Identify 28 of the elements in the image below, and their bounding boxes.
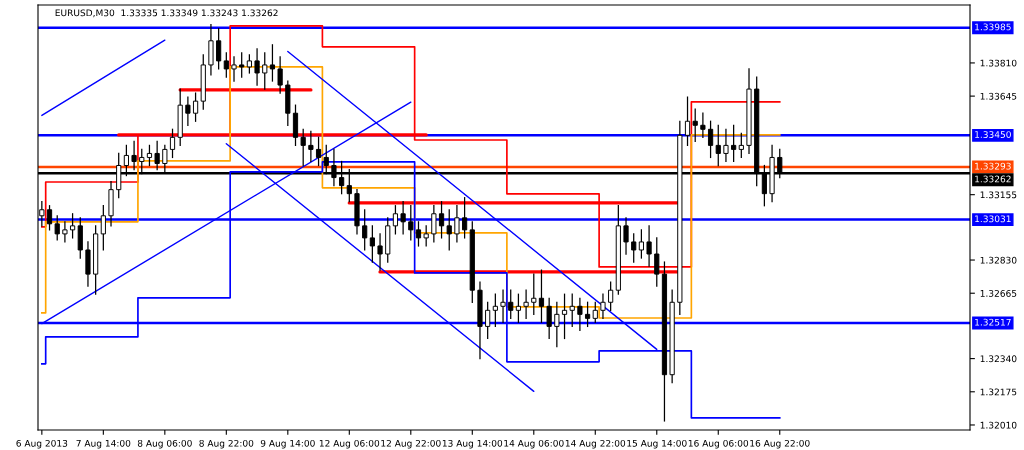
x-tick-label: 16 Aug 22:00 [750, 439, 810, 449]
y-tick-label: 1.33810 [980, 59, 1017, 67]
x-tick-label: 16 Aug 06:00 [688, 439, 749, 449]
x-tick-label: 15 Aug 14:00 [627, 439, 687, 449]
chart-title: EURUSD,M30 1.33335 1.33349 1.33243 1.33262 [55, 9, 278, 18]
y-tick-label: 1.33645 [980, 92, 1017, 100]
x-tick-label: 8 Aug 22:00 [199, 439, 254, 449]
x-tick-label: 8 Aug 06:00 [137, 439, 192, 449]
x-tick-label: 14 Aug 22:00 [565, 439, 626, 449]
x-tick-label: 6 Aug 2013 [16, 439, 68, 449]
x-tick-label: 12 Aug 06:00 [319, 439, 380, 449]
ref-line-label: 1.33985 [975, 23, 1011, 31]
y-tick-label: 1.32175 [980, 388, 1017, 396]
y-tick-label: 1.32340 [980, 355, 1017, 363]
x-tick-label: 13 Aug 14:00 [442, 439, 503, 449]
ref-line-label: 1.33293 [975, 162, 1011, 170]
ref-line-label: 1.32517 [975, 318, 1011, 326]
x-tick-label: 9 Aug 14:00 [260, 439, 315, 449]
x-tick-label: 7 Aug 14:00 [76, 439, 131, 449]
y-tick-label: 1.32830 [980, 256, 1017, 264]
ref-line-label: 1.33031 [975, 215, 1011, 223]
x-tick-label: 14 Aug 06:00 [504, 439, 564, 449]
y-tick-label: 1.32010 [980, 421, 1017, 429]
y-tick-label: 1.32665 [980, 289, 1017, 297]
ref-line-label: 1.33262 [975, 175, 1011, 183]
ref-line-label: 1.33450 [975, 131, 1011, 138]
y-tick-label: 1.33155 [980, 191, 1017, 199]
x-tick-label: 12 Aug 22:00 [381, 439, 441, 449]
